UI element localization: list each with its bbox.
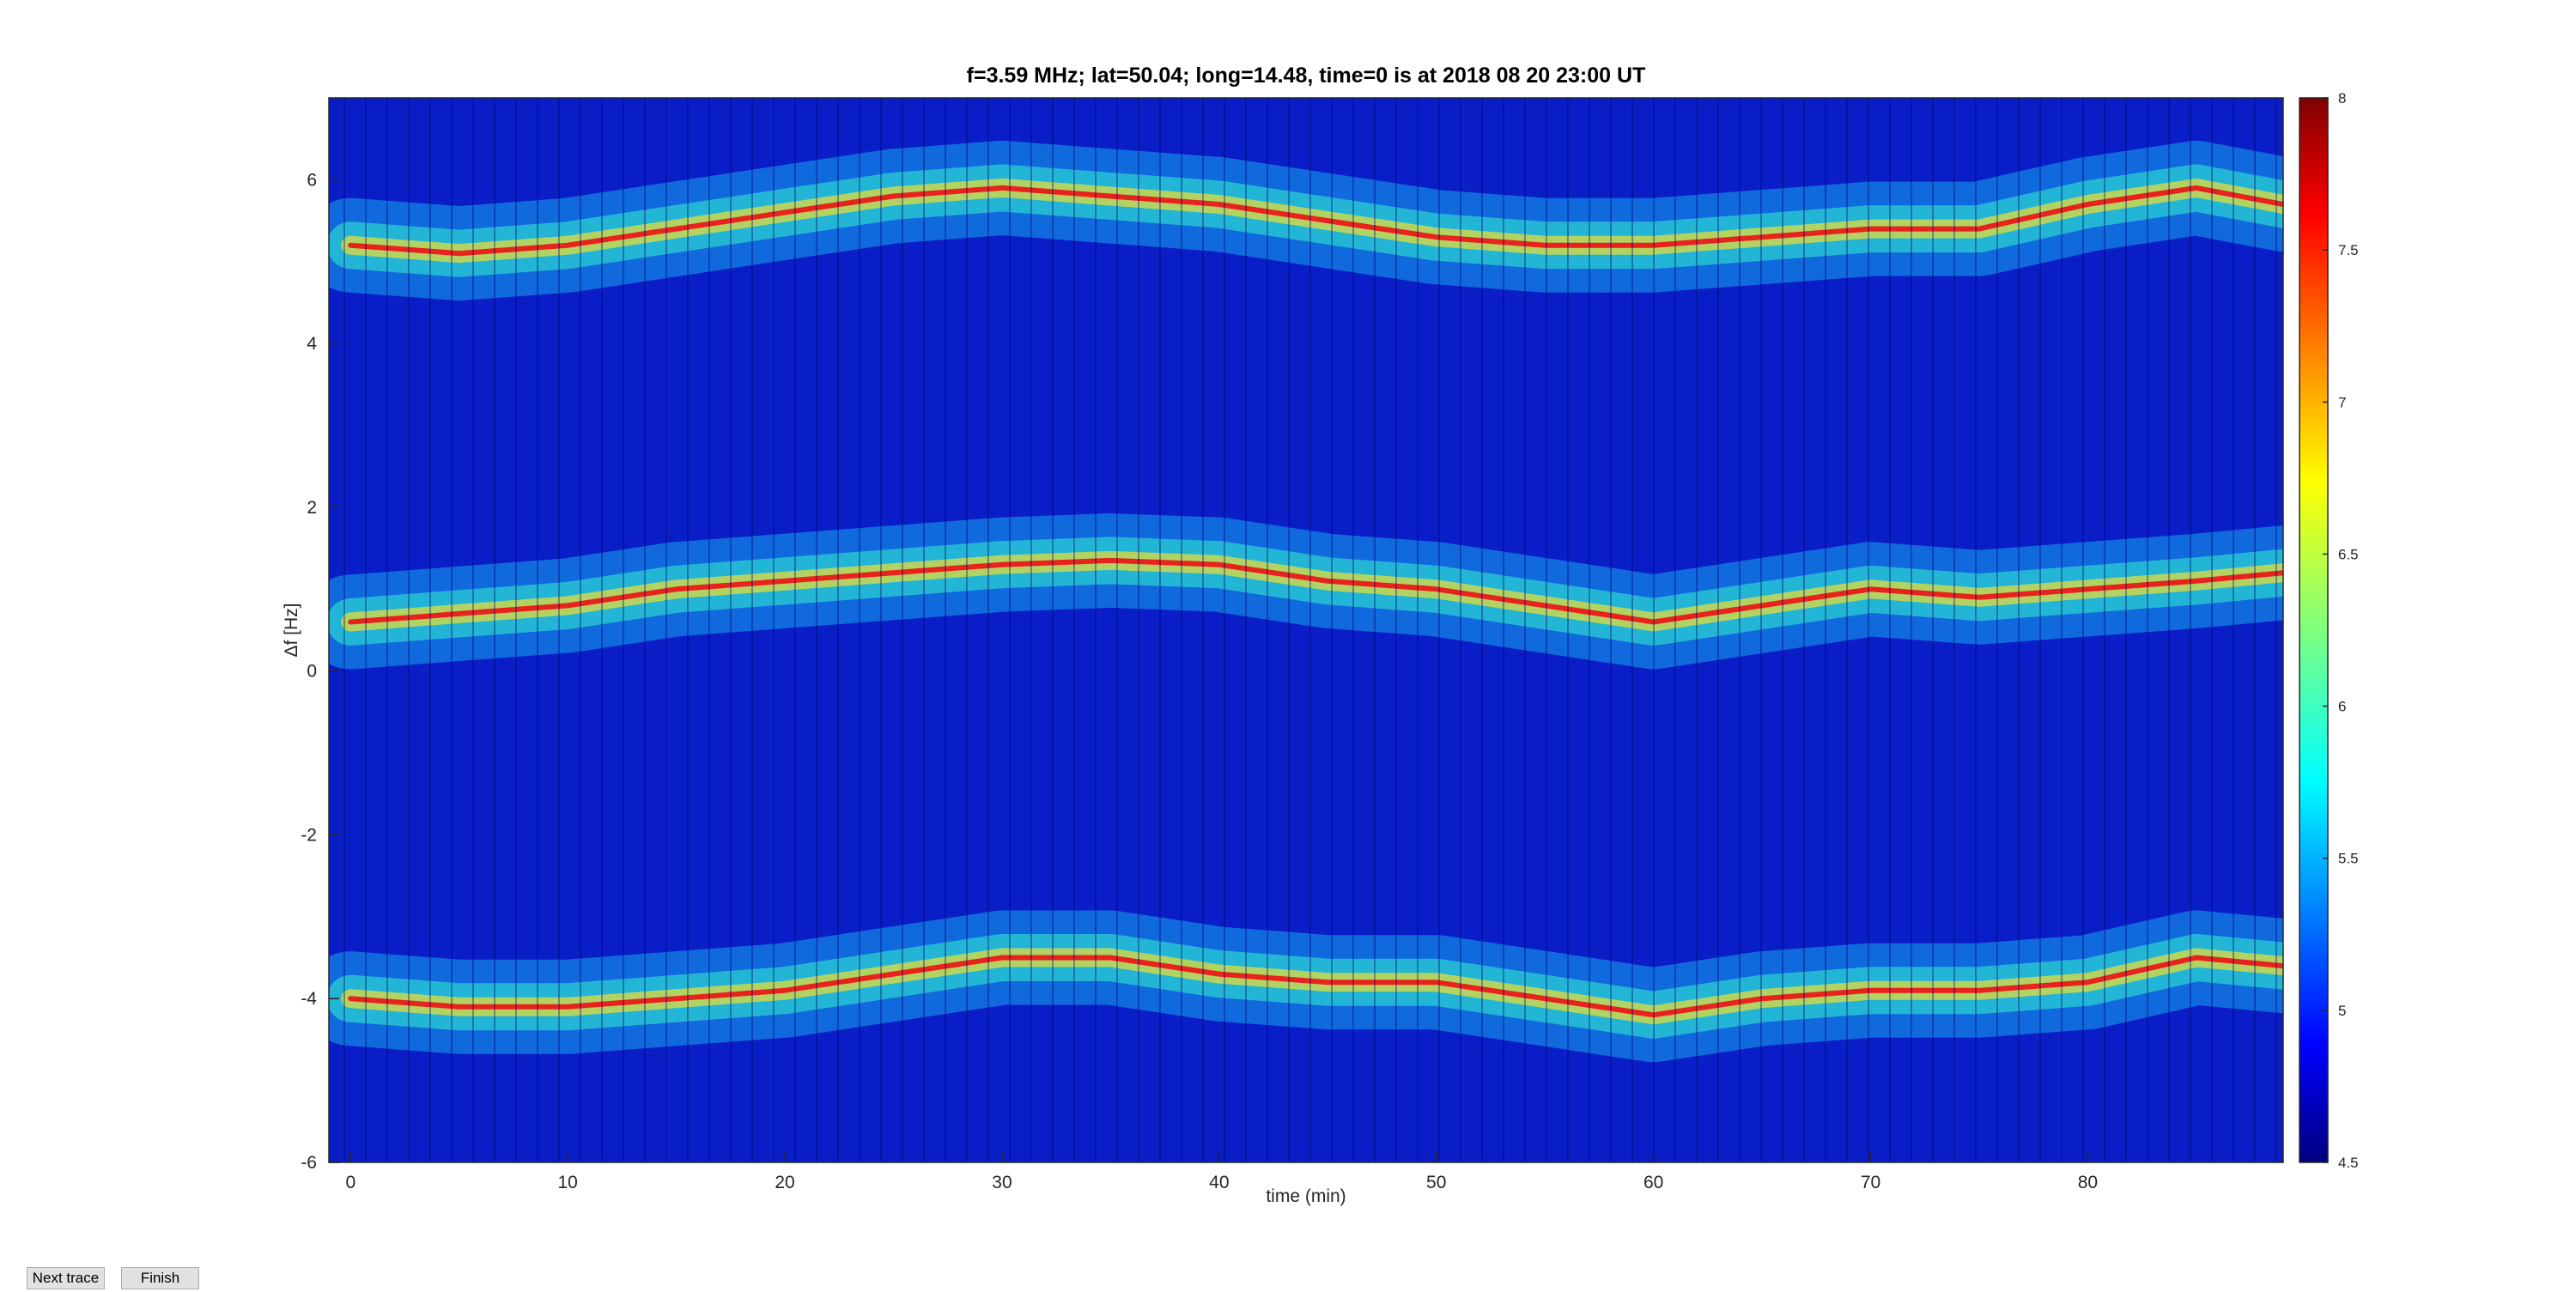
y-tick-label: -6 <box>301 1153 317 1173</box>
chart-title: f=3.59 MHz; lat=50.04; long=14.48, time=… <box>967 64 1646 88</box>
plot-frame <box>328 97 2284 1163</box>
y-tick-label: 2 <box>307 498 317 518</box>
colorbar-tick-label: 5 <box>2338 1003 2346 1019</box>
colorbar-tick-label: 4.5 <box>2338 1155 2359 1171</box>
y-tick-label: 0 <box>307 662 317 682</box>
x-axis-label: time (min) <box>1266 1186 1346 1206</box>
x-tick-label: 50 <box>1426 1173 1446 1192</box>
stripe-texture <box>329 98 2283 1162</box>
colorbar-frame <box>2299 97 2329 1163</box>
x-tick-label: 70 <box>1861 1173 1880 1192</box>
colorbar-tick-label: 6 <box>2338 699 2346 715</box>
x-tick-label: 30 <box>992 1173 1012 1192</box>
colorbar <box>2300 98 2328 1162</box>
x-tick-label: 80 <box>2078 1173 2098 1192</box>
y-tick-label: -4 <box>301 989 317 1009</box>
colorbar-tick-label: 7.5 <box>2338 242 2359 258</box>
y-tick-label: -2 <box>301 825 317 845</box>
y-tick-label: 6 <box>307 170 317 190</box>
colorbar-tick-label: 6.5 <box>2338 546 2359 562</box>
colorbar-tick-label: 7 <box>2338 394 2346 410</box>
x-tick-label: 10 <box>557 1173 577 1192</box>
y-axis-label: Δf [Hz] <box>282 603 301 657</box>
figure: f=3.59 MHz; lat=50.04; long=14.48, time=… <box>282 64 2359 1206</box>
x-tick-label: 0 <box>345 1173 355 1192</box>
colorbar-tick-label: 8 <box>2338 90 2346 106</box>
colorbar-tick-label: 5.5 <box>2338 851 2359 867</box>
x-tick-label: 60 <box>1643 1173 1663 1192</box>
finish-button[interactable]: Finish <box>121 1267 199 1289</box>
y-tick-label: 4 <box>307 334 317 354</box>
x-tick-label: 40 <box>1209 1173 1229 1192</box>
x-tick-label: 20 <box>775 1173 794 1192</box>
next-trace-button[interactable]: Next trace <box>27 1267 105 1289</box>
